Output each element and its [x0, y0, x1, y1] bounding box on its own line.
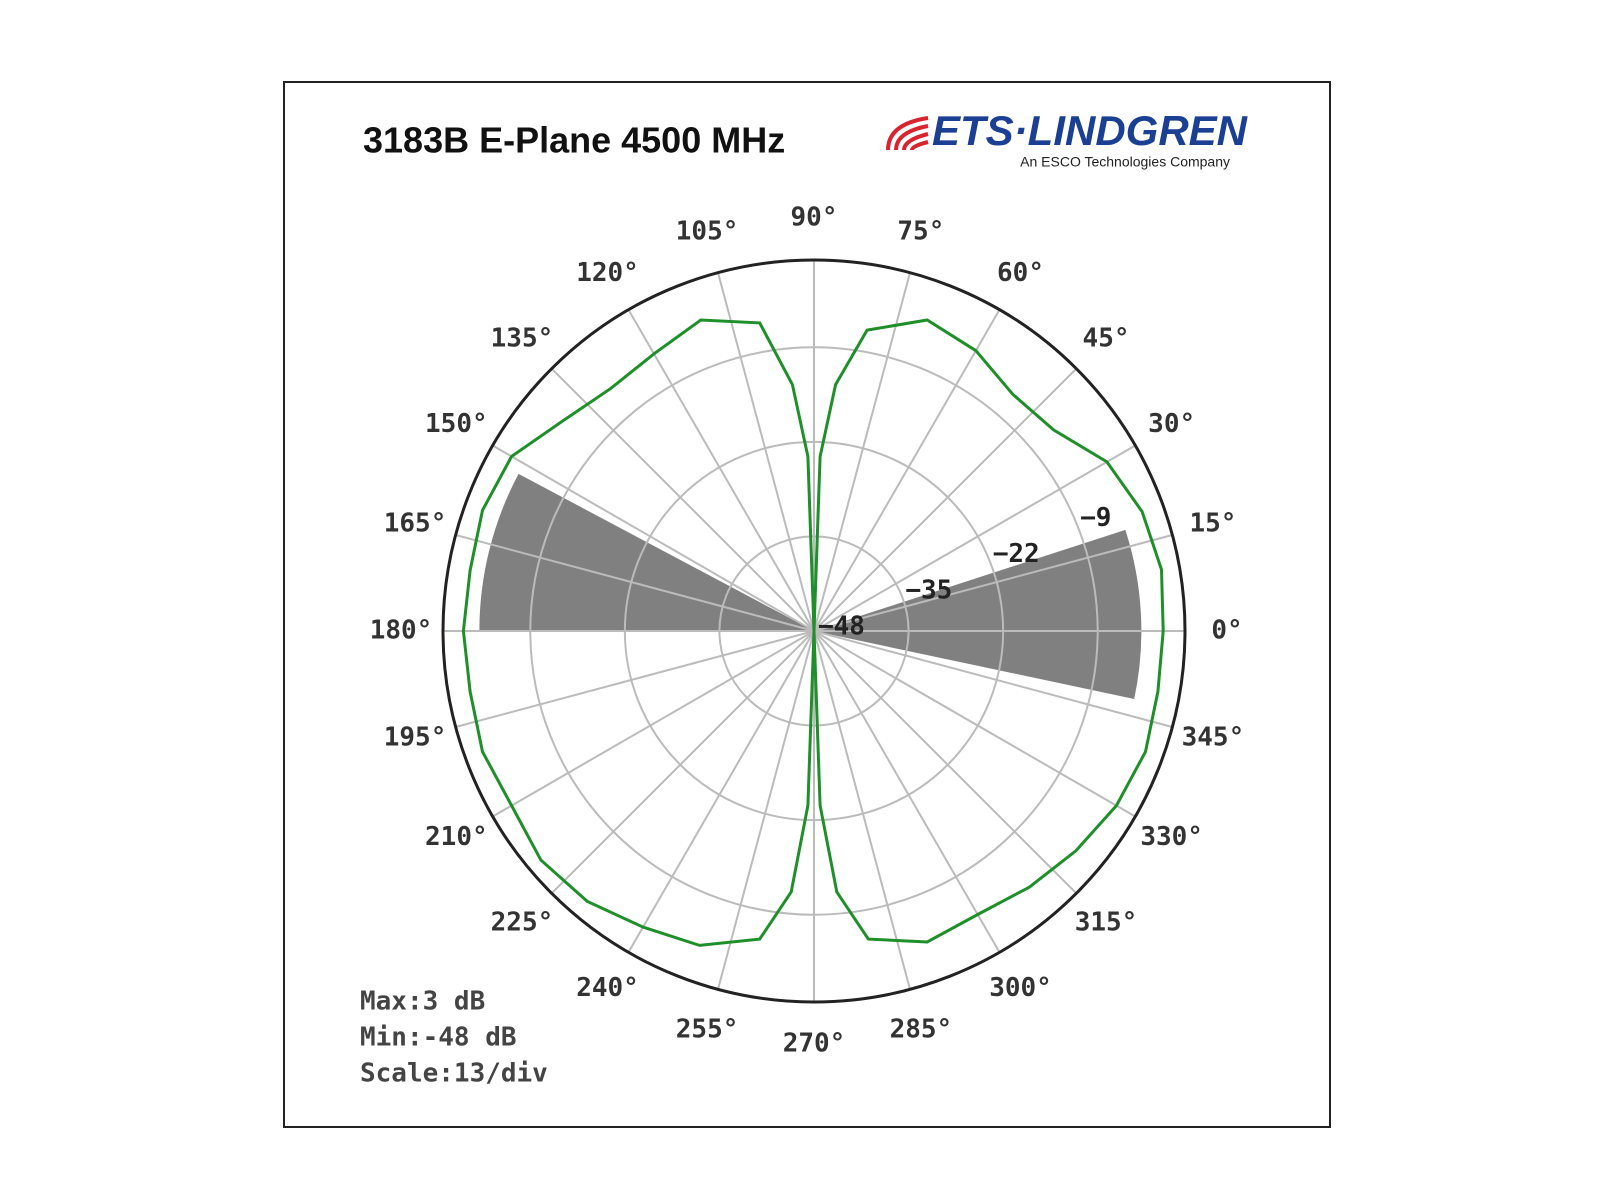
- stats: Max:3 dB Min:-48 dB Scale:13/div: [360, 987, 548, 1089]
- grid-spoke: [627, 309, 815, 632]
- theta-tick-label: 120°: [576, 258, 639, 288]
- pattern-line: [461, 318, 1165, 947]
- r-tick-label: −48: [818, 612, 865, 642]
- theta-tick-label: 345°: [1182, 722, 1245, 752]
- logo: ETS·LINDGREN An ESCO Technologies Compan…: [886, 107, 1249, 170]
- theta-tick-label: 240°: [576, 973, 639, 1003]
- theta-tick-label: 60°: [997, 258, 1044, 288]
- theta-tick-label: 150°: [425, 409, 488, 439]
- grid-spoke: [717, 630, 815, 990]
- theta-tick-label: 315°: [1075, 908, 1138, 938]
- grid-spoke: [492, 630, 815, 818]
- theta-tick-label: 30°: [1148, 409, 1195, 439]
- shaded-sector: [479, 473, 814, 631]
- grid-spoke: [455, 534, 815, 632]
- theta-tick-label: 330°: [1140, 822, 1203, 852]
- logo-arc: [894, 124, 929, 151]
- grid-spoke: [492, 444, 815, 632]
- grid-spoke: [813, 630, 1136, 818]
- theta-tick-label: 105°: [676, 217, 739, 247]
- theta-tick-label: 165°: [384, 509, 447, 539]
- grid-spoke: [813, 630, 1001, 953]
- theta-tick-label: 270°: [783, 1029, 846, 1059]
- grid-spoke: [813, 630, 911, 990]
- theta-tick-label: 75°: [897, 217, 944, 247]
- logo-name: ETS·LINDGREN: [932, 107, 1249, 154]
- r-tick-label: −35: [905, 575, 952, 605]
- grid-spoke: [550, 630, 815, 895]
- theta-tick-label: 225°: [491, 908, 554, 938]
- polar-plot: 0° 15° 30° 45° 60° 75° 90° 105° 120° 135° 150° 165°…: [370, 203, 1245, 1059]
- grid-spoke: [813, 309, 1001, 632]
- stat-annotation: Min:-48 dB: [360, 1023, 517, 1053]
- grid-spoke: [813, 630, 1078, 895]
- r-tick-label: −9: [1080, 503, 1111, 533]
- logo-arc: [902, 132, 929, 151]
- theta-tick-label: 0°: [1211, 616, 1242, 646]
- logo-arc: [886, 116, 929, 151]
- theta-tick-label: 45°: [1083, 323, 1130, 353]
- grid-spoke: [813, 630, 1173, 728]
- theta-tick-label: 300°: [989, 973, 1052, 1003]
- grid-spoke: [813, 272, 911, 632]
- theta-tick-label: 195°: [384, 722, 447, 752]
- theta-tick-label: 90°: [791, 203, 838, 233]
- chart-title: 3183B E-Plane 4500 MHz: [363, 120, 785, 161]
- grid-spoke: [813, 534, 1173, 632]
- theta-tick-label: 135°: [491, 323, 554, 353]
- grid-spoke: [627, 630, 815, 953]
- grid-spoke: [550, 367, 815, 632]
- stat-annotation: Scale:13/div: [360, 1059, 548, 1089]
- stat-annotation: Max:3 dB: [360, 987, 485, 1017]
- theta-tick-label: 180°: [370, 616, 433, 646]
- grid-spoke: [455, 630, 815, 728]
- logo-tagline: An ESCO Technologies Company: [1020, 154, 1230, 170]
- theta-tick-label: 210°: [425, 822, 488, 852]
- r-tick-label: −22: [993, 539, 1040, 569]
- grid-spoke: [717, 272, 815, 632]
- logo-arcs: [886, 116, 929, 151]
- theta-tick-label: 15°: [1189, 509, 1236, 539]
- logo-arc: [910, 140, 929, 151]
- shaded-sector: [814, 529, 1142, 700]
- theta-tick-label: 255°: [676, 1014, 739, 1044]
- grid-spoke: [813, 444, 1136, 632]
- outer-circle: [441, 258, 1187, 1004]
- theta-tick-label: 285°: [890, 1014, 953, 1044]
